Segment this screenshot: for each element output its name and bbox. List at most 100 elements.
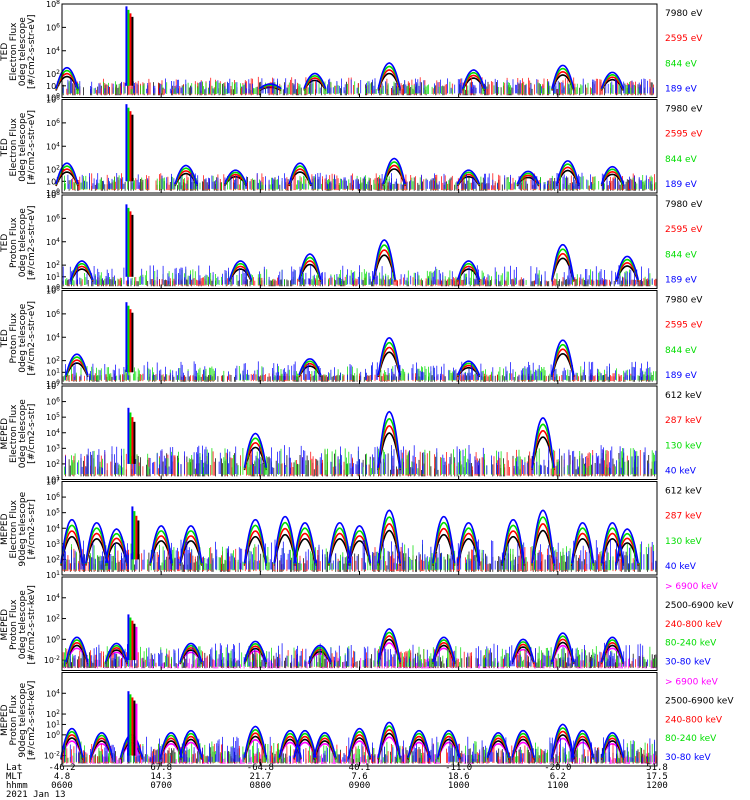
panel-8-series-5-event xyxy=(407,729,431,758)
panel-4-spike-bar xyxy=(125,302,128,373)
panel-1-series-4-event xyxy=(303,72,327,89)
panel-8-legend-3: 240-800 keV xyxy=(665,715,723,725)
panel-2-series-4-event xyxy=(456,169,481,185)
panel-6-series-4-event xyxy=(243,518,268,564)
panel-6-series-4-event xyxy=(85,521,109,564)
panel-1-series-1-event xyxy=(303,79,327,91)
panel-8-series-5-event xyxy=(486,731,510,758)
panel-4-ytick-label: 102 xyxy=(46,356,60,366)
panel-8-series-5-event xyxy=(551,723,575,758)
panel-3-series-4-event xyxy=(615,255,639,280)
panel-5-series-4-event xyxy=(377,410,401,468)
panel-6-spike-bar xyxy=(133,511,136,560)
panel-3-series-1-event xyxy=(70,268,94,282)
panel-8-series-5-event xyxy=(600,731,625,758)
panel-4-ylabel: TEDProton Flux0deg telescope[#/cm2-s-str… xyxy=(0,301,37,376)
panel-8-spike-bar xyxy=(129,694,132,756)
panel-2-legend-3: 844 eV xyxy=(665,155,698,165)
panel-6-series-4-event xyxy=(149,525,173,564)
panel-7-spike-bar xyxy=(135,626,138,661)
panel-7-series-5-event xyxy=(511,638,535,663)
panel-8-series-5-event xyxy=(90,731,114,758)
panel-6-legend-3: 130 keV xyxy=(665,537,702,547)
panel-6-spike-bar xyxy=(131,506,134,560)
panel-5-ytick-label: 102 xyxy=(46,459,60,469)
panel-7-series-5-event xyxy=(243,640,268,663)
x-row-label-mlt: MLT xyxy=(6,772,23,782)
x-tick-lat: -11.0 xyxy=(445,763,472,773)
panel-3-ytick-label: 104 xyxy=(46,237,60,247)
x-tick-lat: 40.1 xyxy=(349,763,371,773)
panel-5-ylabel: MEPEDElectron Flux0deg telescope[#/cm2-s… xyxy=(0,399,37,469)
panels-layer: TEDElectron Flux0deg telescope[#/cm2-s-s… xyxy=(0,0,734,767)
x-tick-hhmm: 0800 xyxy=(249,781,271,791)
panel-4-legend-4: 189 eV xyxy=(665,371,698,381)
panel-6-ytick-label: 106 xyxy=(46,492,60,502)
panel-7-series-5-event xyxy=(65,636,89,663)
panel-3-legend-1: 7980 eV xyxy=(665,200,703,210)
panel-4-legend-2: 2595 eV xyxy=(665,321,703,331)
panel-6-series-4-event xyxy=(347,525,372,564)
panel-8-ytick-label: 100 xyxy=(46,730,60,740)
panel-2-spike-bar xyxy=(131,114,134,182)
panel-8-spike-bar xyxy=(131,697,134,756)
x-tick-hhmm: 0900 xyxy=(349,781,371,791)
panel-3-spike-bar xyxy=(125,204,128,277)
panel-4-series-4-event xyxy=(377,336,401,376)
panel-3-series-4-noise xyxy=(62,265,653,285)
panel-2-series-1-event xyxy=(55,171,79,187)
panel-8-ytick-label: 10-2 xyxy=(44,751,60,761)
x-tick-lat: 67.8 xyxy=(150,763,172,773)
panel-5-ytick-label: 101 xyxy=(46,475,60,485)
panel-3-series-4-event xyxy=(298,253,322,280)
panel-2-series-4-event xyxy=(600,165,625,185)
panel-2-spike-bar xyxy=(129,111,132,182)
panel-5-legend-2: 287 keV xyxy=(665,416,702,426)
x-tick-mlt: 6.2 xyxy=(550,772,566,782)
panel-8-legend-2: 2500-6900 keV xyxy=(665,696,734,706)
panel-6-spike-bar xyxy=(135,515,138,560)
panel-2-legend-1: 7980 eV xyxy=(665,105,703,115)
panel-1-ytick-label: 102 xyxy=(46,69,60,79)
panel-1-series-1-event xyxy=(600,78,625,91)
panel-7-legend-3: 240-800 keV xyxy=(665,620,723,630)
panel-8-series-5-event xyxy=(313,731,337,758)
panel-3: TEDProton Flux0deg telescope[#/cm2-s-str… xyxy=(0,190,703,294)
panel-1-series-4-event xyxy=(377,62,401,89)
panel-2-series-1-event xyxy=(288,171,312,187)
panel-1-series-4-noise xyxy=(62,78,654,94)
panel-1-legend-4: 189 eV xyxy=(665,85,698,95)
panel-7-ylabel: MEPEDProton Flux0deg telescope[#/cm2-s-s… xyxy=(0,585,37,664)
panel-5-series-3-noise xyxy=(64,448,657,475)
panel-3-legend-3: 844 eV xyxy=(665,250,698,260)
panel-7-series-3-noise xyxy=(62,648,654,668)
panel-3-ytick-label: 100 xyxy=(46,284,60,294)
panel-2-ytick-label: 108 xyxy=(46,95,60,105)
panel-3-ytick-label: 102 xyxy=(46,260,60,270)
panel-8: MEPEDProton Flux90deg telescope[#/cm2-s-… xyxy=(0,672,734,767)
panel-8-ytick-label: 101 xyxy=(46,719,60,729)
panel-4-series-1-event xyxy=(65,362,89,378)
panel-4-series-4-event xyxy=(456,360,481,376)
panel-5-ytick-label: 107 xyxy=(46,381,60,391)
panel-4: TEDProton Flux0deg telescope[#/cm2-s-str… xyxy=(0,286,703,390)
panel-8-ytick-label: 104 xyxy=(46,688,60,698)
x-date-label: 2021 Jan 13 xyxy=(6,790,66,800)
x-tick-mlt: 14.3 xyxy=(150,772,172,782)
panel-6-series-4-event xyxy=(60,518,84,564)
panel-4-series-4-event xyxy=(65,353,89,376)
panel-3-spike-bar xyxy=(127,207,130,277)
x-tick-mlt: 4.8 xyxy=(54,772,70,782)
panel-7-series-5-event xyxy=(308,644,332,663)
panel-4-series-3-noise xyxy=(61,366,657,381)
panel-1-series-4-event xyxy=(461,69,486,89)
panel-7-series-2-noise xyxy=(61,652,657,668)
panel-8-legend-5: 30-80 keV xyxy=(665,753,711,763)
panel-8-series-5-event xyxy=(437,729,461,758)
panel-6-series-4-event xyxy=(432,515,456,564)
panel-1-ytick-label: 106 xyxy=(46,22,60,32)
panel-8-ylabel: MEPEDProton Flux90deg telescope[#/cm2-s-… xyxy=(0,681,37,760)
panel-6-ytick-label: 107 xyxy=(46,477,60,487)
panel-4-series-4-event xyxy=(298,358,322,376)
